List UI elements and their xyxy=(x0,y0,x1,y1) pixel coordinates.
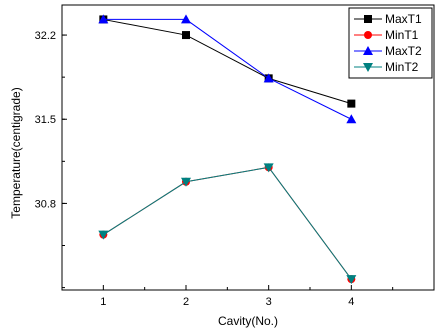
series-maxt1 xyxy=(99,15,356,108)
y-tick-label: 31.5 xyxy=(35,114,56,126)
x-tick-label: 2 xyxy=(183,296,189,308)
legend-marker xyxy=(363,63,373,72)
x-axis-label: Cavity(No.) xyxy=(218,314,278,328)
x-tick-label: 4 xyxy=(348,296,354,308)
legend-item: MaxT1 xyxy=(354,12,422,26)
data-point xyxy=(98,14,109,24)
legend-marker xyxy=(363,46,373,55)
series-line xyxy=(103,18,352,120)
legend-label: MinT2 xyxy=(385,60,419,74)
legend-marker xyxy=(364,15,372,23)
series-layer xyxy=(98,14,357,285)
x-tick-label: 3 xyxy=(266,296,272,308)
legend-label: MaxT2 xyxy=(385,44,422,58)
legend-marker xyxy=(364,31,372,39)
y-tick-label: 30.8 xyxy=(35,198,56,210)
data-point xyxy=(347,99,356,108)
plot-axes: 1 2 3 4 30.8 31.5 32.2 xyxy=(35,4,435,308)
y-axis-label: Temperature(centigrade) xyxy=(9,87,23,218)
data-point xyxy=(182,31,190,40)
data-point xyxy=(346,114,357,124)
series-maxt2 xyxy=(98,14,357,124)
y-tick-label: 32.2 xyxy=(35,30,56,42)
data-point xyxy=(98,230,109,240)
legend-label: MinT1 xyxy=(385,28,419,42)
series-line xyxy=(103,166,352,280)
data-point xyxy=(263,163,274,173)
series-line xyxy=(103,166,352,280)
x-tick-label: 1 xyxy=(100,296,106,308)
data-point xyxy=(181,14,191,24)
series-mint1 xyxy=(99,163,356,284)
plot-frame xyxy=(61,4,435,291)
data-point xyxy=(263,73,274,83)
series-line xyxy=(103,18,352,105)
legend-item: MinT1 xyxy=(354,28,419,42)
legend: MaxT1 MinT1 MaxT2 MinT2 xyxy=(348,7,433,79)
data-point xyxy=(181,177,191,187)
series-mint2 xyxy=(98,163,357,285)
legend-item: MinT2 xyxy=(354,60,419,74)
legend-box xyxy=(348,7,433,79)
legend-label: MaxT1 xyxy=(385,12,422,26)
legend-item: MaxT2 xyxy=(354,44,422,58)
data-point xyxy=(346,275,357,285)
